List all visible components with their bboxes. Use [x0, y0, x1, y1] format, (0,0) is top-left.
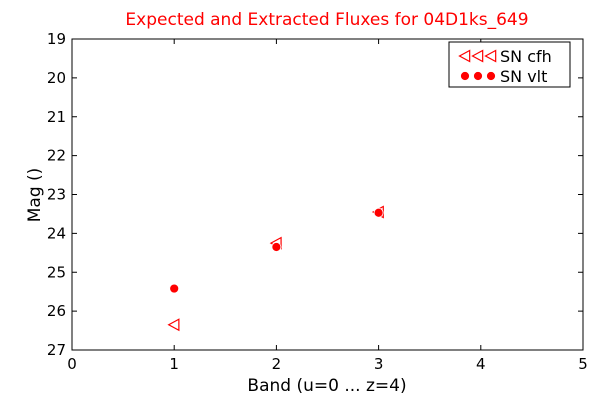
y-tick-label: 25 [47, 263, 66, 281]
chart-title: Expected and Extracted Fluxes for 04D1ks… [125, 10, 528, 30]
x-tick-label: 3 [374, 355, 384, 373]
x-tick-label: 5 [578, 355, 588, 373]
legend-marker-sn-vlt [486, 71, 496, 81]
data-point-sn-vlt [271, 242, 282, 252]
legend: SN cfh SN vlt [448, 41, 571, 88]
y-tick-label: 23 [47, 186, 66, 204]
data-point-sn-vlt [169, 283, 180, 294]
y-axis: 19 20 21 22 23 24 25 26 27 [47, 30, 583, 359]
legend-marker-sn-vlt [473, 71, 483, 81]
data-point-sn-vlt [373, 207, 384, 218]
y-tick-label: 22 [47, 147, 66, 165]
x-tick-label: 2 [272, 355, 282, 373]
data-points [167, 205, 384, 332]
legend-marker-sn-vlt [460, 71, 470, 81]
plot-area [71, 38, 584, 351]
x-axis-label: Band (u=0 ... z=4) [247, 376, 406, 396]
x-tick-label: 0 [67, 355, 77, 373]
y-tick-label: 21 [47, 108, 66, 126]
x-axis: 0 1 2 3 4 5 [67, 39, 588, 373]
x-tick-label: 4 [476, 355, 486, 373]
y-axis-label: Mag () [25, 168, 45, 223]
legend-marker-sn-cfh [471, 49, 484, 63]
data-point-sn-cfh [167, 318, 180, 332]
legend-box [448, 41, 571, 88]
legend-marker-sn-cfh [458, 49, 471, 63]
y-tick-label: 27 [47, 341, 66, 359]
legend-label-sn-vlt: SN vlt [500, 67, 547, 86]
legend-markers-sn-vlt [460, 71, 496, 81]
y-tick-label: 26 [47, 302, 66, 320]
legend-marker-sn-cfh [484, 49, 497, 63]
legend-markers-sn-cfh [458, 49, 497, 63]
legend-label-sn-cfh: SN cfh [500, 47, 552, 66]
y-tick-label: 20 [47, 69, 66, 87]
x-tick-label: 1 [169, 355, 179, 373]
y-tick-label: 24 [47, 224, 66, 242]
y-tick-label: 19 [47, 30, 66, 48]
